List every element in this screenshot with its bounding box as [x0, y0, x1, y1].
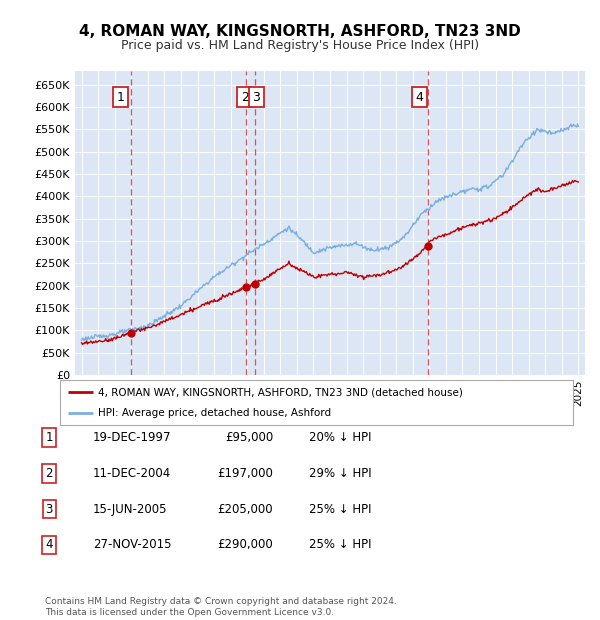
Text: 3: 3	[46, 503, 53, 515]
Text: Contains HM Land Registry data © Crown copyright and database right 2024.
This d: Contains HM Land Registry data © Crown c…	[45, 598, 397, 617]
Text: £290,000: £290,000	[217, 539, 273, 551]
Text: 4, ROMAN WAY, KINGSNORTH, ASHFORD, TN23 3ND: 4, ROMAN WAY, KINGSNORTH, ASHFORD, TN23 …	[79, 24, 521, 38]
Text: 20% ↓ HPI: 20% ↓ HPI	[309, 431, 371, 443]
Text: 19-DEC-1997: 19-DEC-1997	[93, 431, 172, 443]
Text: 29% ↓ HPI: 29% ↓ HPI	[309, 467, 371, 479]
Text: 3: 3	[253, 91, 260, 104]
Text: 4: 4	[415, 91, 424, 104]
Text: Price paid vs. HM Land Registry's House Price Index (HPI): Price paid vs. HM Land Registry's House …	[121, 39, 479, 52]
Text: 2: 2	[241, 91, 248, 104]
Text: HPI: Average price, detached house, Ashford: HPI: Average price, detached house, Ashf…	[98, 407, 332, 418]
Text: 1: 1	[46, 431, 53, 443]
Text: 4, ROMAN WAY, KINGSNORTH, ASHFORD, TN23 3ND (detached house): 4, ROMAN WAY, KINGSNORTH, ASHFORD, TN23 …	[98, 387, 463, 397]
Text: 25% ↓ HPI: 25% ↓ HPI	[309, 503, 371, 515]
Text: 11-DEC-2004: 11-DEC-2004	[93, 467, 171, 479]
Text: 25% ↓ HPI: 25% ↓ HPI	[309, 539, 371, 551]
Text: 2: 2	[46, 467, 53, 479]
Text: £205,000: £205,000	[217, 503, 273, 515]
Text: 1: 1	[117, 91, 125, 104]
Text: £95,000: £95,000	[225, 431, 273, 443]
Text: 15-JUN-2005: 15-JUN-2005	[93, 503, 167, 515]
Text: £197,000: £197,000	[217, 467, 273, 479]
Text: 27-NOV-2015: 27-NOV-2015	[93, 539, 172, 551]
Text: 4: 4	[46, 539, 53, 551]
